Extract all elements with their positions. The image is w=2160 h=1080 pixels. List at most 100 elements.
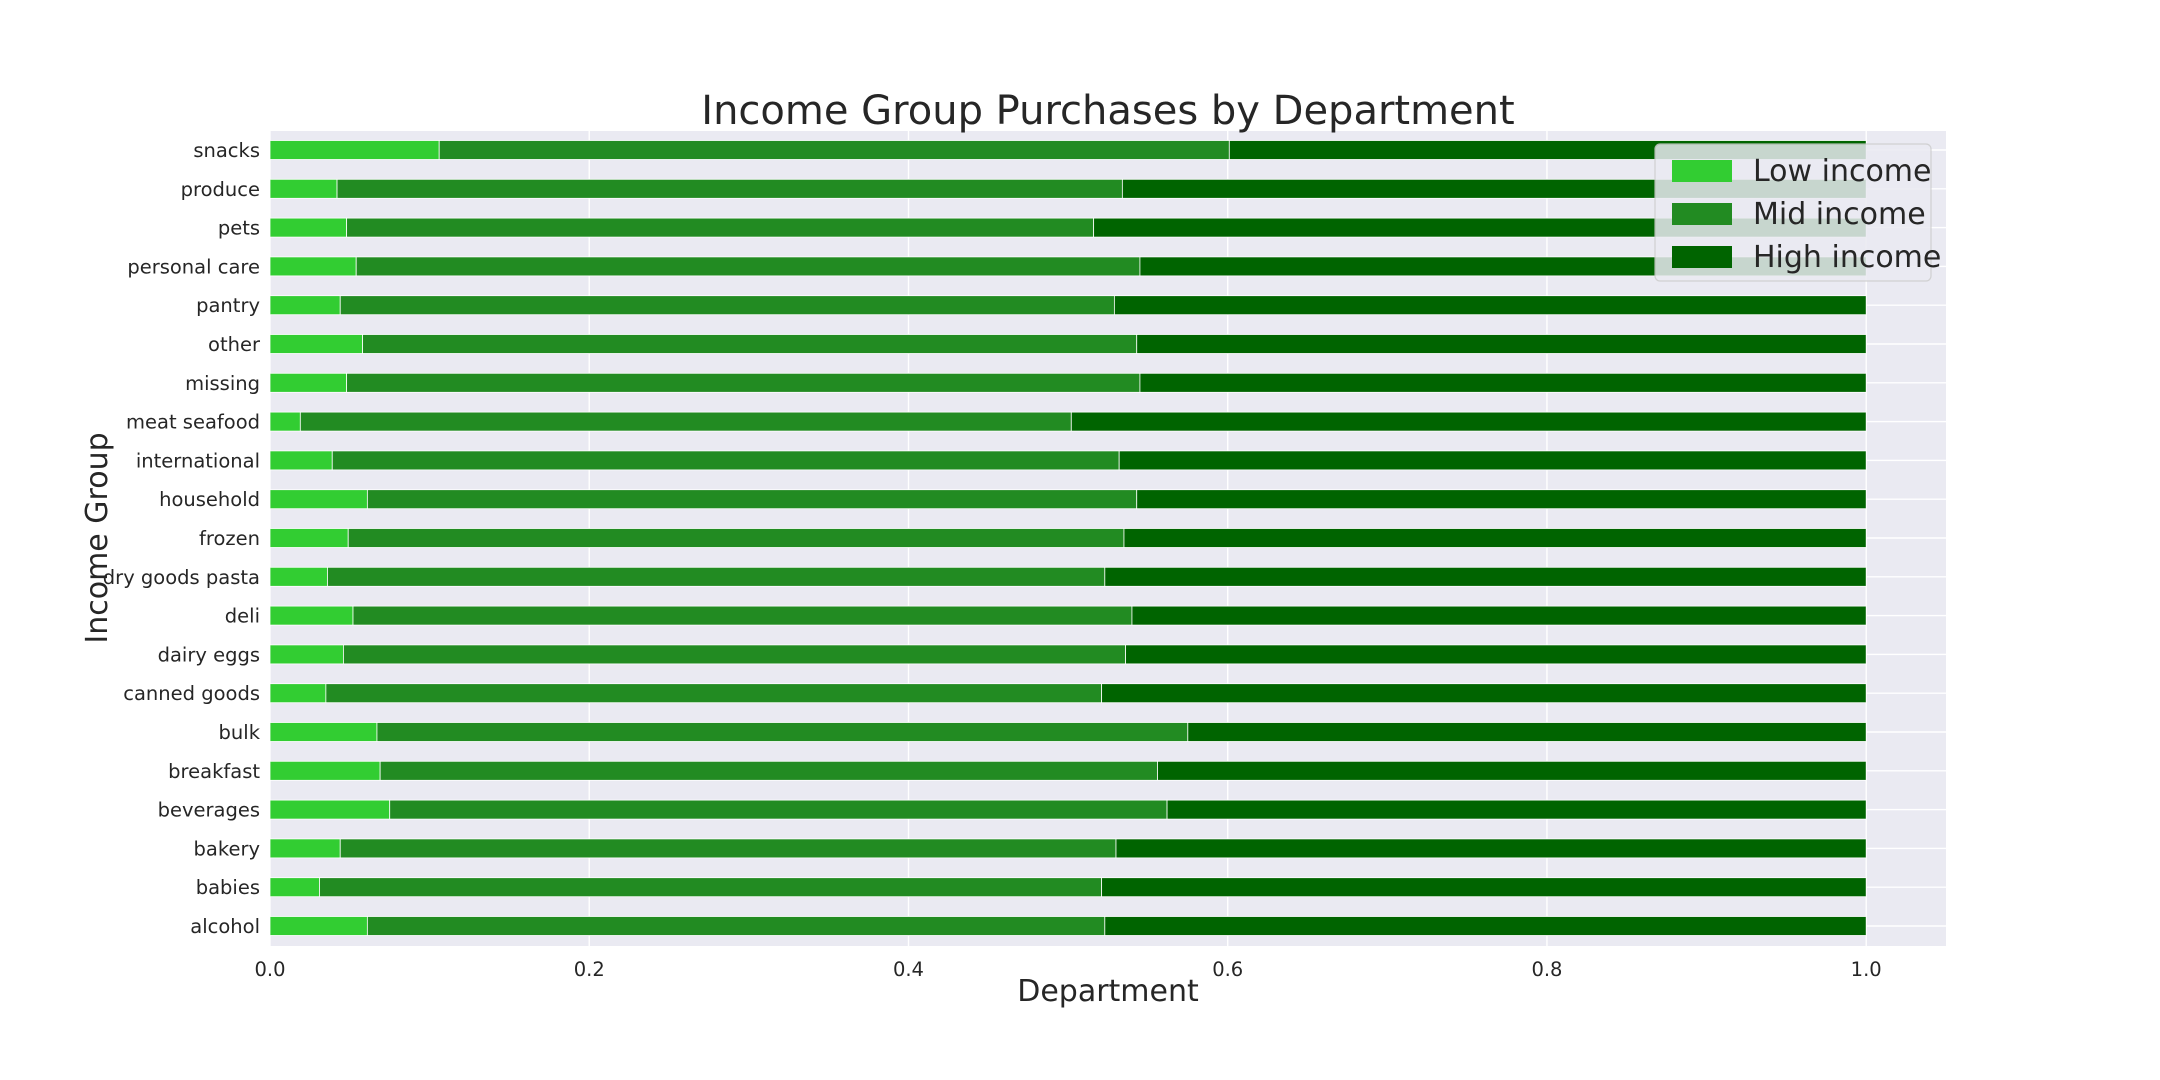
x-tick-label: 0.8 — [1531, 958, 1562, 981]
y-tick-label: meat seafood — [126, 411, 260, 434]
bar-segment — [1157, 760, 1867, 781]
bar-segment — [269, 605, 354, 626]
bar-segment — [438, 140, 1230, 160]
x-tick-label: 0.4 — [893, 958, 924, 981]
chart-title: Income Group Purchases by Department — [701, 88, 1514, 134]
bar-segment — [1101, 683, 1867, 704]
bar-segment — [1136, 489, 1867, 510]
legend-swatch — [1672, 203, 1732, 225]
bar-segment — [1115, 838, 1867, 859]
bar-segment — [339, 295, 1115, 316]
bar-segment — [269, 334, 363, 354]
bar-segment — [1104, 566, 1867, 587]
bar-segment — [269, 644, 344, 665]
bar-segment — [1139, 372, 1867, 393]
bar-segment — [376, 722, 1189, 742]
legend-label: Low income — [1753, 154, 1932, 189]
y-tick-label: bakery — [194, 837, 260, 860]
y-axis-label: Income Group — [80, 432, 115, 643]
y-tick-label: frozen — [199, 527, 260, 550]
y-tick-label: pantry — [196, 294, 260, 317]
bar-segment — [355, 256, 1141, 277]
bar-segment — [269, 838, 341, 859]
bar-segment — [1136, 334, 1867, 354]
bar-segment — [352, 605, 1133, 626]
legend-label: High income — [1753, 240, 1941, 275]
y-tick-label: canned goods — [123, 682, 260, 705]
y-tick-label: alcohol — [190, 915, 260, 938]
bar-segment — [339, 838, 1117, 859]
bar-segment — [269, 450, 333, 471]
y-tick-label: international — [136, 449, 260, 472]
y-tick-label: produce — [181, 178, 260, 201]
bar-segment — [1131, 605, 1867, 626]
bar-segment — [269, 528, 349, 548]
bar-segment — [347, 528, 1125, 548]
bar-segment — [1070, 411, 1867, 432]
bar-segment — [269, 489, 368, 510]
bar-segment — [379, 760, 1158, 781]
y-tick-label: snacks — [193, 139, 260, 162]
bar-segment — [299, 411, 1072, 432]
bar-segment — [269, 566, 328, 587]
legend: Low income Mid income High income — [1654, 143, 1941, 282]
y-tick-label: pets — [218, 217, 260, 240]
y-tick-label: bulk — [219, 721, 261, 744]
x-axis-label: Department — [1017, 974, 1199, 1009]
x-tick-label: 1.0 — [1851, 958, 1882, 981]
y-tick-label: breakfast — [168, 760, 260, 783]
legend-swatch — [1672, 246, 1732, 268]
y-tick-label: dry goods pasta — [103, 566, 260, 589]
y-tick-labels: alcohol babies bakery beverages breakfast bul… — [103, 139, 261, 938]
bar-segment — [269, 295, 341, 316]
y-tick-label: household — [159, 488, 260, 511]
bar-segment — [269, 722, 378, 742]
bar-segment — [269, 411, 301, 432]
bar-segment — [269, 140, 440, 160]
bar-segment — [366, 916, 1106, 936]
bar-segment — [389, 799, 1168, 820]
bar-segment — [269, 178, 338, 199]
bar-segment — [269, 217, 348, 238]
y-tick-label: babies — [196, 876, 260, 899]
bar-segment — [269, 683, 327, 704]
bar-segment — [269, 372, 348, 393]
y-tick-label: other — [208, 333, 261, 356]
bar-segment — [327, 566, 1106, 587]
y-tick-label: personal care — [127, 255, 260, 278]
bar-segment — [1123, 528, 1867, 548]
bar-segment — [325, 683, 1103, 704]
y-tick-label: missing — [185, 372, 260, 395]
bar-segment — [346, 217, 1095, 238]
bar-segment — [319, 877, 1103, 898]
x-tick-label: 0.0 — [254, 958, 285, 981]
bar-segment — [362, 334, 1138, 354]
x-tick-label: 0.2 — [574, 958, 605, 981]
bar-segment — [269, 877, 320, 898]
bar-segment — [1187, 722, 1867, 742]
x-tick-label: 0.6 — [1212, 958, 1243, 981]
bar-segment — [269, 256, 357, 277]
bar-segment — [1166, 799, 1867, 820]
y-tick-label: dairy eggs — [158, 643, 260, 666]
bar-segment — [1101, 877, 1867, 898]
bar-segment — [1113, 295, 1867, 316]
bar-segment — [366, 489, 1138, 510]
bar-segment — [346, 372, 1141, 393]
bar-segment — [1104, 916, 1867, 936]
bar-segment — [1118, 450, 1867, 471]
bars — [269, 140, 1867, 936]
y-tick-label: beverages — [158, 799, 260, 822]
bar-segment — [269, 916, 368, 936]
bar-segment — [336, 178, 1123, 199]
bar-segment — [331, 450, 1120, 471]
legend-label: Mid income — [1753, 197, 1926, 232]
bar-segment — [343, 644, 1126, 665]
bar-segment — [269, 760, 381, 781]
bar-segment — [1125, 644, 1867, 665]
bar-segment — [269, 799, 391, 820]
x-tick-labels: 0.0 0.2 0.4 0.6 0.8 1.0 — [254, 958, 1881, 981]
y-tick-label: deli — [225, 605, 260, 628]
legend-swatch — [1672, 160, 1732, 182]
